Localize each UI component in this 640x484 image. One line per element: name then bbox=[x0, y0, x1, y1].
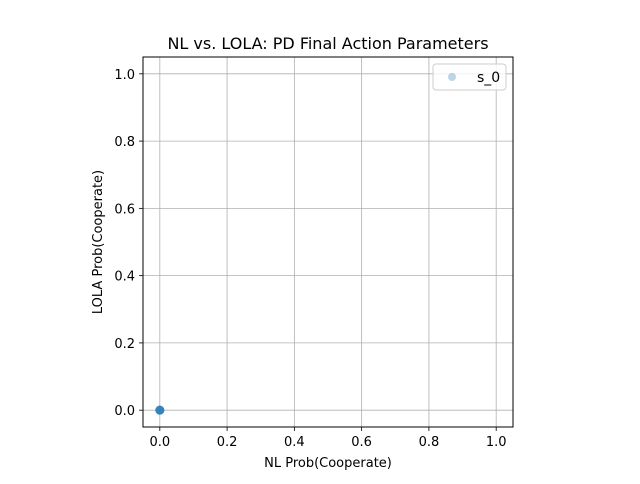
plot-area bbox=[142, 56, 514, 428]
y-tick-label: 0.0 bbox=[114, 404, 135, 419]
scatter-point-s_0 bbox=[155, 405, 165, 415]
y-tick-label: 0.8 bbox=[114, 135, 135, 150]
legend: s_0 bbox=[432, 63, 507, 91]
plot-background bbox=[143, 57, 513, 427]
y-axis: 0.0 0.2 0.4 0.6 0.8 1.0 bbox=[114, 68, 143, 419]
scatter-point-s_0 bbox=[155, 405, 165, 415]
scatter-point-s_0 bbox=[155, 405, 165, 415]
x-tick-label: 0.6 bbox=[351, 435, 372, 450]
x-tick-label: 0.2 bbox=[217, 435, 238, 450]
y-tick-label: 0.4 bbox=[114, 270, 135, 285]
x-axis: 0.0 0.2 0.4 0.6 0.8 1.0 bbox=[149, 427, 507, 450]
points-layer bbox=[155, 405, 165, 415]
legend-marker-s_0 bbox=[448, 73, 456, 81]
x-tick-label: 0.0 bbox=[149, 435, 170, 450]
legend-box bbox=[432, 63, 507, 91]
plot-frame bbox=[142, 56, 514, 428]
legend-label-s_0: s_0 bbox=[477, 70, 500, 86]
x-tick-label: 0.4 bbox=[284, 435, 305, 450]
x-axis-label: NL Prob(Cooperate) bbox=[264, 456, 392, 471]
chart-title: NL vs. LOLA: PD Final Action Parameters bbox=[167, 34, 488, 53]
scatter-point-s_0 bbox=[155, 405, 165, 415]
y-tick-label: 1.0 bbox=[114, 68, 135, 83]
y-tick-label: 0.2 bbox=[114, 337, 135, 352]
x-tick-label: 0.8 bbox=[419, 435, 440, 450]
scatter-point-s_0 bbox=[155, 405, 165, 415]
grid-lines bbox=[143, 57, 513, 427]
y-axis-label: LOLA Prob(Cooperate) bbox=[91, 170, 106, 314]
scatter-point-s_0 bbox=[155, 405, 165, 415]
y-tick-label: 0.6 bbox=[114, 202, 135, 217]
x-tick-label: 1.0 bbox=[486, 435, 507, 450]
